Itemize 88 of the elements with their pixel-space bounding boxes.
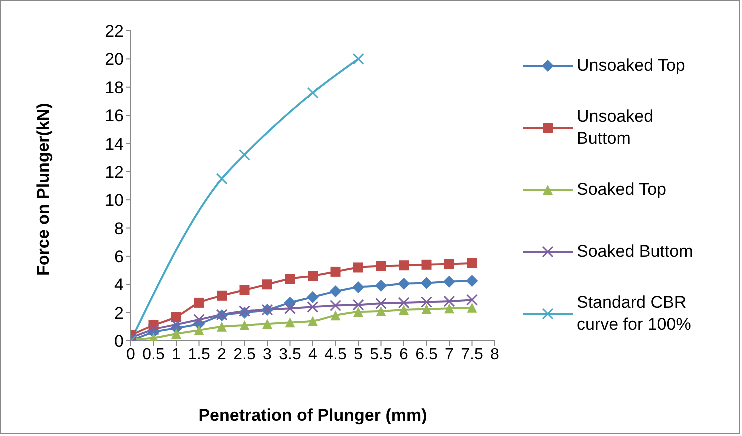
point [172, 328, 182, 339]
legend-label: Soaked Top [577, 179, 668, 201]
x-tick-label: 3 [263, 346, 272, 364]
point [330, 286, 342, 298]
y-tick-label: 16 [105, 106, 124, 126]
y-tick-label: 12 [105, 162, 124, 182]
y-tick-label: 2 [114, 304, 124, 323]
point [194, 314, 205, 326]
x-tick-label: 0 [126, 346, 136, 364]
point [376, 306, 386, 316]
point [399, 260, 409, 271]
point [172, 312, 182, 322]
point [444, 259, 454, 270]
point [262, 319, 272, 330]
point [354, 307, 364, 318]
point [217, 322, 227, 332]
x-tick-label: 1 [172, 346, 182, 364]
x-tick-label: 7 [445, 346, 454, 364]
x-tick-label: 5 [354, 346, 364, 364]
legend-label: Unsoaked Top [577, 55, 686, 77]
x-tick-label: 1.5 [188, 346, 210, 364]
point [467, 258, 478, 268]
y-tick-label: 10 [105, 191, 124, 210]
point [376, 298, 387, 310]
point [285, 274, 296, 284]
y-tick-label: 18 [105, 78, 124, 98]
y-axis-title: Force on Plunger(kN) [34, 103, 54, 276]
point [352, 281, 364, 294]
point [170, 319, 182, 331]
point [420, 277, 433, 290]
point [285, 318, 296, 328]
point [399, 305, 409, 315]
point [466, 275, 478, 288]
y-tick-label: 0 [114, 332, 124, 352]
y-tick-label: 8 [114, 219, 124, 238]
point [330, 310, 341, 321]
point [308, 316, 318, 326]
point [148, 324, 160, 336]
x-tick-label: 4 [308, 346, 318, 364]
y-tick-label: 4 [114, 276, 124, 295]
x-tick-label: 8 [490, 346, 500, 364]
legend-label: Soaked Buttom [577, 241, 694, 263]
point [467, 302, 478, 313]
point [240, 285, 250, 296]
point [194, 298, 204, 308]
x-tick-label: 2.5 [234, 346, 256, 364]
y-tick-label: 6 [114, 247, 124, 266]
point [262, 280, 272, 290]
point [421, 296, 432, 308]
point [330, 266, 341, 277]
x-tick-label: 6.5 [416, 346, 438, 364]
point [216, 173, 228, 185]
point [398, 278, 410, 290]
x-tick-label: 2 [218, 346, 227, 364]
point [240, 320, 250, 330]
point [308, 271, 318, 282]
point [352, 299, 364, 311]
point [284, 302, 296, 314]
point [352, 53, 364, 65]
point [375, 280, 388, 292]
point [444, 276, 456, 288]
point [444, 296, 456, 308]
point [239, 149, 250, 161]
point [354, 262, 364, 273]
point [217, 290, 227, 301]
point [194, 325, 204, 336]
point [422, 260, 432, 270]
x-tick-label: 6 [400, 346, 409, 364]
point [307, 291, 319, 304]
point [376, 261, 386, 272]
legend-label: Standard CBR curve for 100% [577, 292, 692, 336]
x-tick-label: 7.5 [461, 346, 484, 364]
point [307, 87, 319, 99]
y-tick-label: 22 [105, 22, 124, 42]
x-tick-label: 5.5 [370, 346, 392, 364]
x-axis-title: Penetration of Plunger (mm) [198, 406, 428, 425]
point [330, 300, 342, 312]
point [466, 294, 478, 306]
y-tick-label: 20 [105, 50, 124, 70]
x-tick-label: 3.5 [279, 346, 302, 364]
x-tick-label: 0.5 [142, 346, 165, 364]
point [444, 304, 454, 314]
legend-label: Unsoaked Buttom [577, 106, 655, 150]
y-tick-label: 14 [105, 134, 124, 154]
point [398, 297, 410, 309]
point [422, 304, 432, 314]
x-tick-label: 4.5 [324, 346, 347, 364]
point [307, 301, 319, 313]
